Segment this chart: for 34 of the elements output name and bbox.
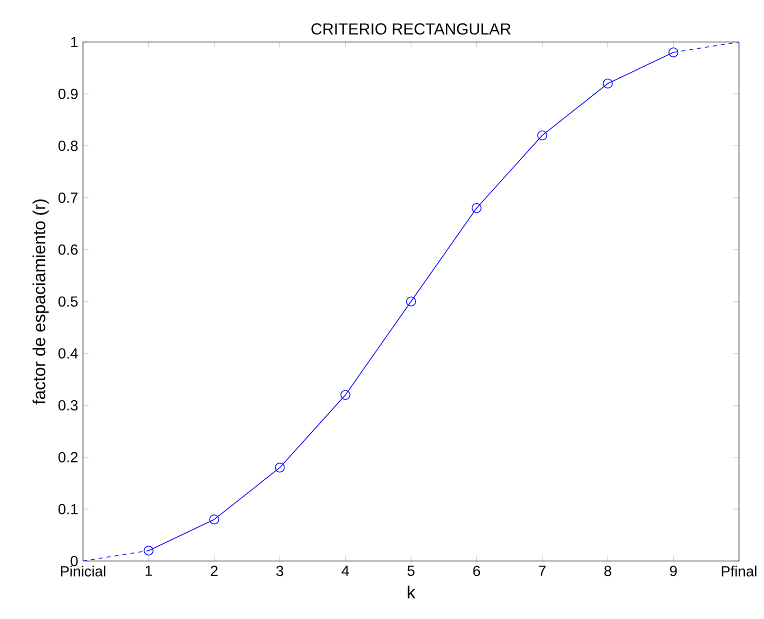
- point: [472, 203, 482, 214]
- x-tick-label: 5: [408, 566, 414, 576]
- x-tick-label: 9: [670, 566, 677, 576]
- y-tick-label: 0.4: [58, 348, 78, 359]
- y-tick-label: 0.2: [58, 452, 78, 462]
- point: [340, 390, 350, 400]
- y-axis-title: factor de espaciamiento (r): [32, 200, 49, 404]
- x-tick-label: Pinicial: [60, 566, 106, 576]
- x-tick-label: 7: [538, 566, 546, 576]
- y-tick-label: 0.9: [58, 88, 78, 100]
- x-tick-label: 6: [473, 566, 480, 576]
- point: [406, 296, 416, 306]
- point: [209, 514, 220, 524]
- x-tick-label: 4: [342, 566, 350, 576]
- y-tick-label: 0.6: [58, 244, 78, 255]
- y-tick-label: 0.1: [58, 504, 78, 514]
- y-tick-label: 1: [71, 36, 78, 48]
- x-tick-label: 1: [146, 566, 152, 576]
- x-tick-label: 2: [210, 566, 218, 576]
- y-tick-label: 0.5: [58, 296, 78, 307]
- y-tick-label: 0: [70, 556, 78, 566]
- point: [274, 462, 285, 473]
- y-tick-label: 0.3: [58, 400, 78, 410]
- point: [537, 130, 548, 140]
- x-tick-label: Pfinal: [722, 566, 756, 576]
- chart-title: CRITERIO RECTANGULAR: [312, 23, 511, 35]
- x-tick-label: 3: [276, 566, 284, 576]
- x-axis-title: k: [408, 586, 416, 598]
- point: [668, 47, 678, 58]
- y-tick-label: 0.7: [58, 192, 78, 203]
- point: [602, 78, 613, 88]
- x-tick-label: 8: [604, 566, 612, 576]
- y-tick-label: 0.8: [58, 140, 78, 151]
- point: [144, 546, 154, 556]
